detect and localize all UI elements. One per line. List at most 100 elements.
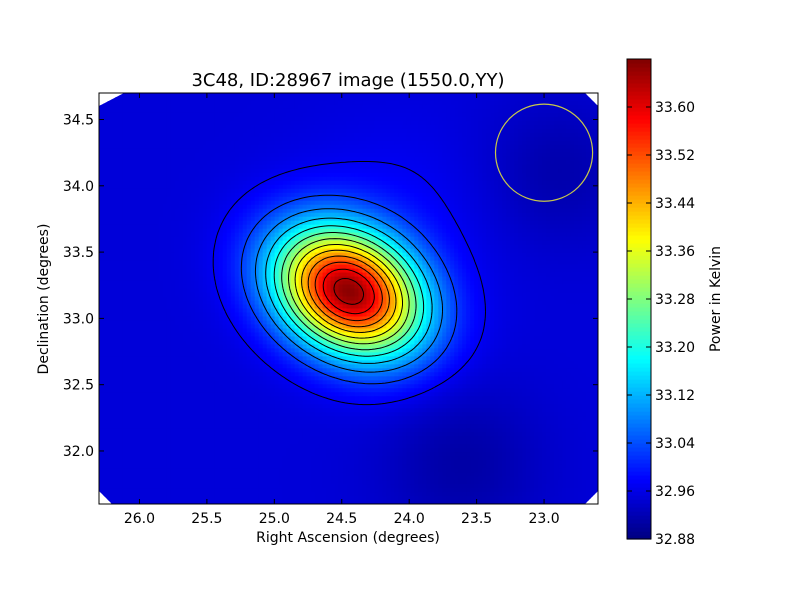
heatmap-cell bbox=[138, 140, 144, 146]
heatmap-cell bbox=[222, 456, 228, 461]
heatmap-cell bbox=[218, 180, 224, 186]
heatmap-cell bbox=[110, 108, 116, 114]
heatmap-cell bbox=[142, 300, 148, 306]
heatmap-cell bbox=[282, 496, 288, 501]
heatmap-cell bbox=[254, 112, 260, 118]
heatmap-cell bbox=[258, 304, 264, 310]
heatmap-cell bbox=[178, 176, 184, 182]
heatmap-cell bbox=[186, 332, 192, 338]
heatmap-cell bbox=[250, 320, 256, 326]
heatmap-cell bbox=[190, 400, 196, 405]
heatmap-cell bbox=[290, 260, 296, 266]
heatmap-cell bbox=[194, 208, 200, 214]
heatmap-cell bbox=[114, 424, 120, 429]
heatmap-cell bbox=[290, 140, 296, 146]
heatmap-cell bbox=[178, 196, 184, 202]
heatmap-cell bbox=[182, 100, 188, 106]
heatmap-cell bbox=[106, 424, 112, 429]
heatmap-cell bbox=[254, 356, 260, 361]
heatmap-cell bbox=[202, 416, 208, 421]
heatmap-cell bbox=[138, 224, 144, 230]
heatmap-cell bbox=[210, 396, 216, 401]
heatmap-cell bbox=[166, 140, 172, 146]
heatmap-cell bbox=[238, 228, 244, 234]
heatmap-cell bbox=[126, 336, 132, 341]
heatmap-cell bbox=[134, 156, 140, 162]
heatmap-cell bbox=[114, 116, 120, 122]
heatmap-cell bbox=[270, 304, 276, 310]
heatmap-cell bbox=[230, 236, 236, 242]
heatmap-cell bbox=[110, 144, 116, 150]
heatmap-cell bbox=[206, 132, 212, 138]
heatmap-cell bbox=[114, 140, 120, 146]
heatmap-cell bbox=[150, 408, 156, 413]
heatmap-cell bbox=[106, 452, 112, 457]
heatmap-cell bbox=[226, 268, 232, 274]
heatmap-cell bbox=[166, 96, 172, 102]
heatmap-cell bbox=[186, 448, 192, 453]
heatmap-cell bbox=[218, 272, 224, 278]
heatmap-cell bbox=[270, 376, 276, 381]
heatmap-cell bbox=[238, 360, 244, 365]
heatmap-cell bbox=[230, 384, 236, 389]
heatmap-cell bbox=[254, 480, 260, 485]
heatmap-cell bbox=[150, 284, 156, 290]
heatmap-cell bbox=[146, 284, 152, 290]
heatmap-cell bbox=[166, 104, 172, 110]
heatmap-cell bbox=[174, 112, 180, 118]
heatmap-cell bbox=[122, 260, 128, 266]
heatmap-cell bbox=[230, 448, 236, 453]
heatmap-cell bbox=[158, 160, 164, 166]
heatmap-cell bbox=[166, 332, 172, 338]
heatmap-cell bbox=[122, 356, 128, 361]
heatmap-cell bbox=[206, 268, 212, 274]
heatmap-cell bbox=[266, 96, 272, 102]
heatmap-cell bbox=[230, 192, 236, 198]
heatmap-cell bbox=[266, 184, 272, 190]
heatmap-cell bbox=[150, 444, 156, 449]
heatmap-cell bbox=[238, 476, 244, 481]
heatmap-cell bbox=[258, 488, 264, 493]
heatmap-cell bbox=[290, 236, 296, 242]
heatmap-cell bbox=[174, 416, 180, 421]
heatmap-cell bbox=[214, 320, 220, 326]
heatmap-cell bbox=[254, 288, 260, 294]
heatmap-cell bbox=[178, 476, 184, 481]
heatmap-cell bbox=[198, 160, 204, 166]
heatmap-cell bbox=[158, 272, 164, 278]
heatmap-cell bbox=[258, 444, 264, 449]
heatmap-cell bbox=[258, 208, 264, 214]
heatmap-cell bbox=[174, 192, 180, 198]
heatmap-cell bbox=[254, 260, 260, 266]
heatmap-cell bbox=[218, 416, 224, 421]
heatmap-cell bbox=[182, 168, 188, 174]
heatmap-cell bbox=[286, 500, 292, 504]
heatmap-cell bbox=[174, 208, 180, 214]
heatmap-cell bbox=[194, 416, 200, 421]
heatmap-cell bbox=[114, 472, 120, 477]
heatmap-cell bbox=[270, 316, 276, 322]
heatmap-cell bbox=[162, 484, 168, 489]
heatmap-cell bbox=[138, 220, 144, 226]
heatmap-cell bbox=[190, 388, 196, 393]
heatmap-cell bbox=[226, 184, 232, 190]
heatmap-cell bbox=[166, 196, 172, 202]
heatmap-cell bbox=[206, 140, 212, 146]
heatmap-cell bbox=[250, 468, 256, 473]
heatmap-cell bbox=[206, 192, 212, 198]
heatmap-cell bbox=[214, 352, 220, 357]
heatmap-cell bbox=[190, 360, 196, 365]
heatmap-cell bbox=[186, 148, 192, 154]
heatmap-cell bbox=[162, 144, 168, 150]
heatmap-cell bbox=[102, 100, 108, 106]
heatmap-cell bbox=[154, 276, 160, 282]
heatmap-cell bbox=[118, 116, 124, 122]
heatmap-cell bbox=[158, 412, 164, 417]
heatmap-cell bbox=[290, 212, 296, 218]
heatmap-cell bbox=[286, 264, 292, 270]
heatmap-cell bbox=[190, 216, 196, 222]
heatmap-cell bbox=[198, 420, 204, 425]
heatmap-cell bbox=[154, 240, 160, 246]
heatmap-cell bbox=[130, 408, 136, 413]
heatmap-cell bbox=[118, 472, 124, 477]
